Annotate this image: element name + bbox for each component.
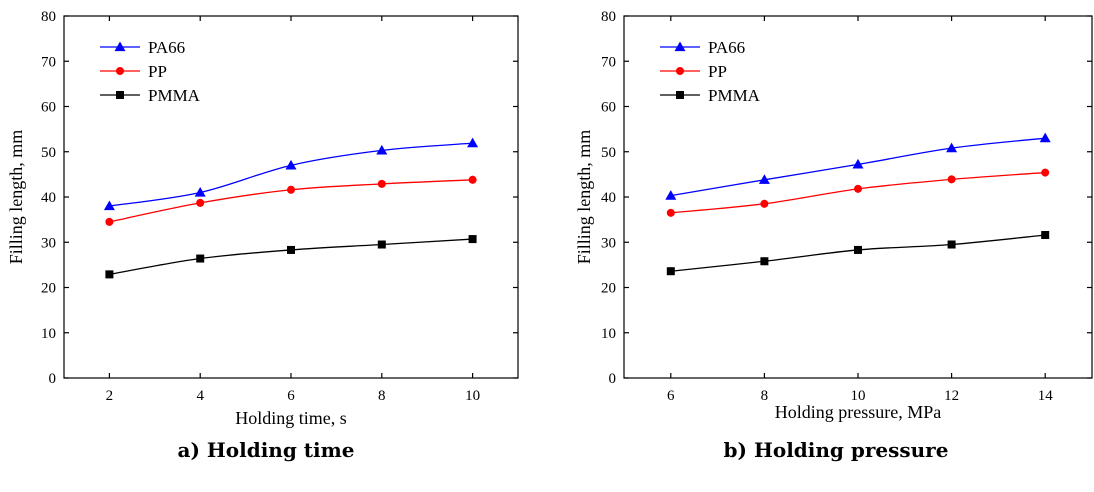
data-point-pmma: [287, 245, 295, 254]
data-point-pmma: [105, 270, 114, 279]
y-tick-label: 30: [41, 235, 56, 251]
legend-marker-pa66: [674, 41, 686, 52]
y-axis-label: Filling length, mm: [574, 130, 594, 265]
x-tick-label: 8: [378, 388, 386, 404]
legend-label-pmma: PMMA: [708, 86, 761, 105]
x-tick-label: 6: [287, 388, 295, 404]
data-point-pmma: [947, 240, 956, 249]
data-point-pa66: [665, 190, 677, 200]
y-tick-label: 60: [601, 100, 616, 116]
data-point-pp: [854, 184, 862, 193]
legend-marker-pmma: [676, 91, 684, 99]
data-point-pa66: [852, 158, 864, 169]
x-tick-label: 10: [465, 388, 480, 404]
x-axis-label: Holding pressure, MPa: [775, 402, 941, 422]
legend-label-pa66: PA66: [708, 38, 745, 57]
data-point-pp: [196, 198, 205, 207]
x-tick-label: 6: [667, 388, 675, 404]
data-point-pmma: [196, 254, 205, 263]
data-point-pmma: [377, 240, 386, 249]
data-point-pa66: [1039, 132, 1051, 143]
legend-label-pp: PP: [148, 62, 167, 81]
data-point-pp: [1041, 168, 1050, 177]
y-tick-label: 10: [41, 326, 56, 342]
y-tick-label: 60: [41, 100, 56, 116]
legend-marker-pa66: [114, 41, 126, 52]
caption-holding-time: a) Holding time: [177, 438, 355, 462]
y-tick-label: 40: [601, 190, 616, 206]
data-point-pmma: [760, 257, 769, 266]
plot-frame: [623, 15, 1093, 379]
x-tick-label: 2: [106, 388, 114, 404]
y-tick-label: 50: [601, 145, 616, 161]
legend-marker-pmma: [116, 91, 124, 99]
data-point-pmma: [468, 235, 477, 244]
data-point-pa66: [946, 142, 958, 153]
x-tick-label: 10: [851, 388, 866, 404]
data-point-pa66: [194, 186, 206, 197]
data-point-pmma: [666, 267, 675, 276]
y-tick-label: 70: [41, 54, 56, 70]
data-point-pa66: [103, 200, 115, 211]
x-tick-label: 8: [761, 388, 769, 404]
data-point-pa66: [467, 137, 479, 148]
y-tick-label: 40: [41, 190, 56, 206]
x-tick-label: 14: [1038, 388, 1054, 404]
y-tick-label: 80: [601, 9, 616, 25]
caption-holding-pressure: b) Holding pressure: [723, 438, 949, 462]
legend-label-pa66: PA66: [148, 38, 185, 57]
x-axis-label: Holding time, s: [235, 408, 347, 428]
legend-marker-pp: [676, 67, 684, 75]
y-tick-label: 20: [41, 281, 56, 297]
y-tick-label: 50: [41, 145, 56, 161]
legend-marker-pp: [116, 67, 124, 75]
legend-label-pp: PP: [708, 62, 727, 81]
data-point-pp: [287, 185, 295, 194]
data-point-pp: [105, 217, 114, 226]
y-tick-label: 20: [601, 281, 616, 297]
y-axis-label: Filling length, mm: [6, 130, 26, 265]
data-point-pmma: [854, 245, 862, 254]
data-point-pp: [377, 179, 386, 188]
y-tick-label: 70: [601, 54, 616, 70]
data-point-pp: [947, 175, 956, 184]
x-tick-label: 12: [944, 388, 959, 404]
y-tick-label: 0: [609, 371, 617, 387]
data-point-pmma: [1041, 231, 1050, 240]
data-point-pp: [666, 208, 675, 217]
data-point-pp: [468, 175, 477, 184]
y-tick-label: 80: [41, 9, 56, 25]
x-tick-label: 4: [196, 388, 204, 404]
y-tick-label: 30: [601, 235, 616, 251]
y-tick-label: 10: [601, 326, 616, 342]
data-point-pa66: [758, 174, 770, 184]
data-point-pa66: [285, 159, 297, 170]
legend-label-pmma: PMMA: [148, 86, 201, 105]
data-point-pp: [760, 199, 769, 208]
data-point-pa66: [376, 144, 388, 155]
y-tick-label: 0: [49, 371, 57, 387]
